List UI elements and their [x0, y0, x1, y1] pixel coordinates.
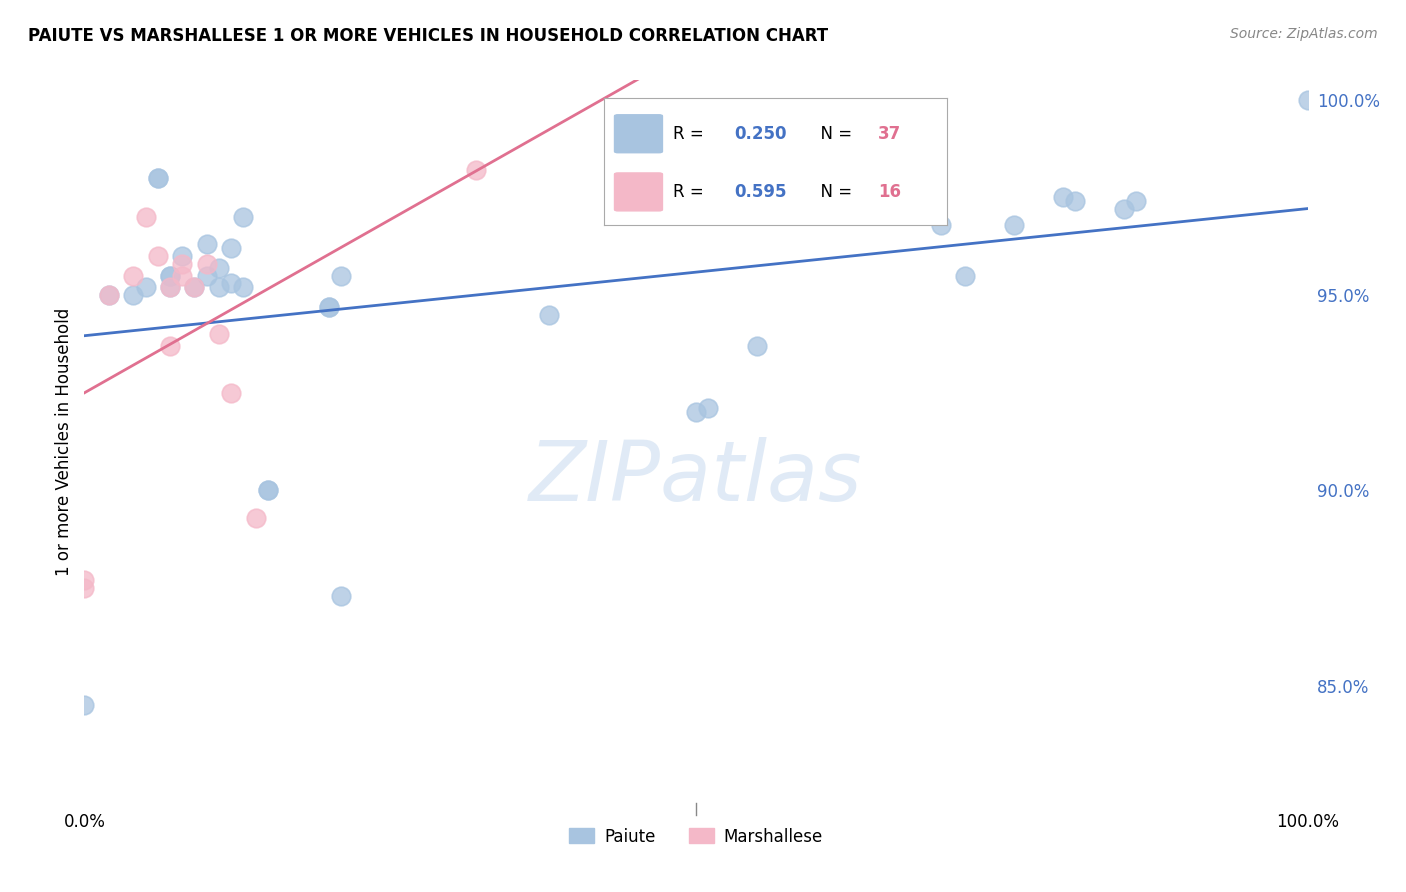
Point — [159, 339, 181, 353]
Point — [97, 288, 120, 302]
Point — [208, 327, 231, 342]
Point — [330, 589, 353, 603]
Point — [257, 483, 280, 498]
Point — [208, 260, 231, 275]
Point — [73, 581, 96, 595]
Point — [318, 300, 340, 314]
Point — [318, 300, 340, 314]
Point — [685, 405, 707, 419]
Point — [135, 280, 157, 294]
Point — [929, 218, 952, 232]
Point — [1114, 202, 1136, 216]
Point — [73, 573, 96, 587]
Point — [195, 268, 218, 283]
Point — [245, 510, 267, 524]
Point — [1064, 194, 1087, 209]
Point — [219, 241, 242, 255]
Point — [97, 288, 120, 302]
Point — [1296, 93, 1319, 107]
Text: PAIUTE VS MARSHALLESE 1 OR MORE VEHICLES IN HOUSEHOLD CORRELATION CHART: PAIUTE VS MARSHALLESE 1 OR MORE VEHICLES… — [28, 27, 828, 45]
Legend: Paiute, Marshallese: Paiute, Marshallese — [562, 821, 830, 852]
Point — [1002, 218, 1025, 232]
Text: ZIPatlas: ZIPatlas — [529, 437, 863, 518]
Point — [159, 280, 181, 294]
Point — [146, 170, 169, 185]
Point — [135, 210, 157, 224]
Point — [172, 249, 194, 263]
Point — [122, 288, 145, 302]
Point — [183, 280, 205, 294]
Point — [464, 163, 486, 178]
Point — [146, 249, 169, 263]
Point — [183, 280, 205, 294]
Point — [219, 277, 242, 291]
Point — [172, 257, 194, 271]
Point — [208, 280, 231, 294]
Point — [1052, 190, 1074, 204]
Point — [195, 237, 218, 252]
Point — [747, 339, 769, 353]
Point — [73, 698, 96, 713]
Point — [232, 210, 254, 224]
Point — [195, 257, 218, 271]
Point — [330, 268, 353, 283]
Point — [172, 268, 194, 283]
Y-axis label: 1 or more Vehicles in Household: 1 or more Vehicles in Household — [55, 308, 73, 575]
Point — [159, 268, 181, 283]
Point — [232, 280, 254, 294]
Point — [219, 385, 242, 400]
Point — [538, 308, 561, 322]
Point — [122, 268, 145, 283]
Point — [1125, 194, 1147, 209]
Point — [159, 268, 181, 283]
Point — [146, 170, 169, 185]
Point — [953, 268, 976, 283]
Point — [257, 483, 280, 498]
Point — [159, 280, 181, 294]
Text: Source: ZipAtlas.com: Source: ZipAtlas.com — [1230, 27, 1378, 41]
Point — [697, 401, 720, 416]
